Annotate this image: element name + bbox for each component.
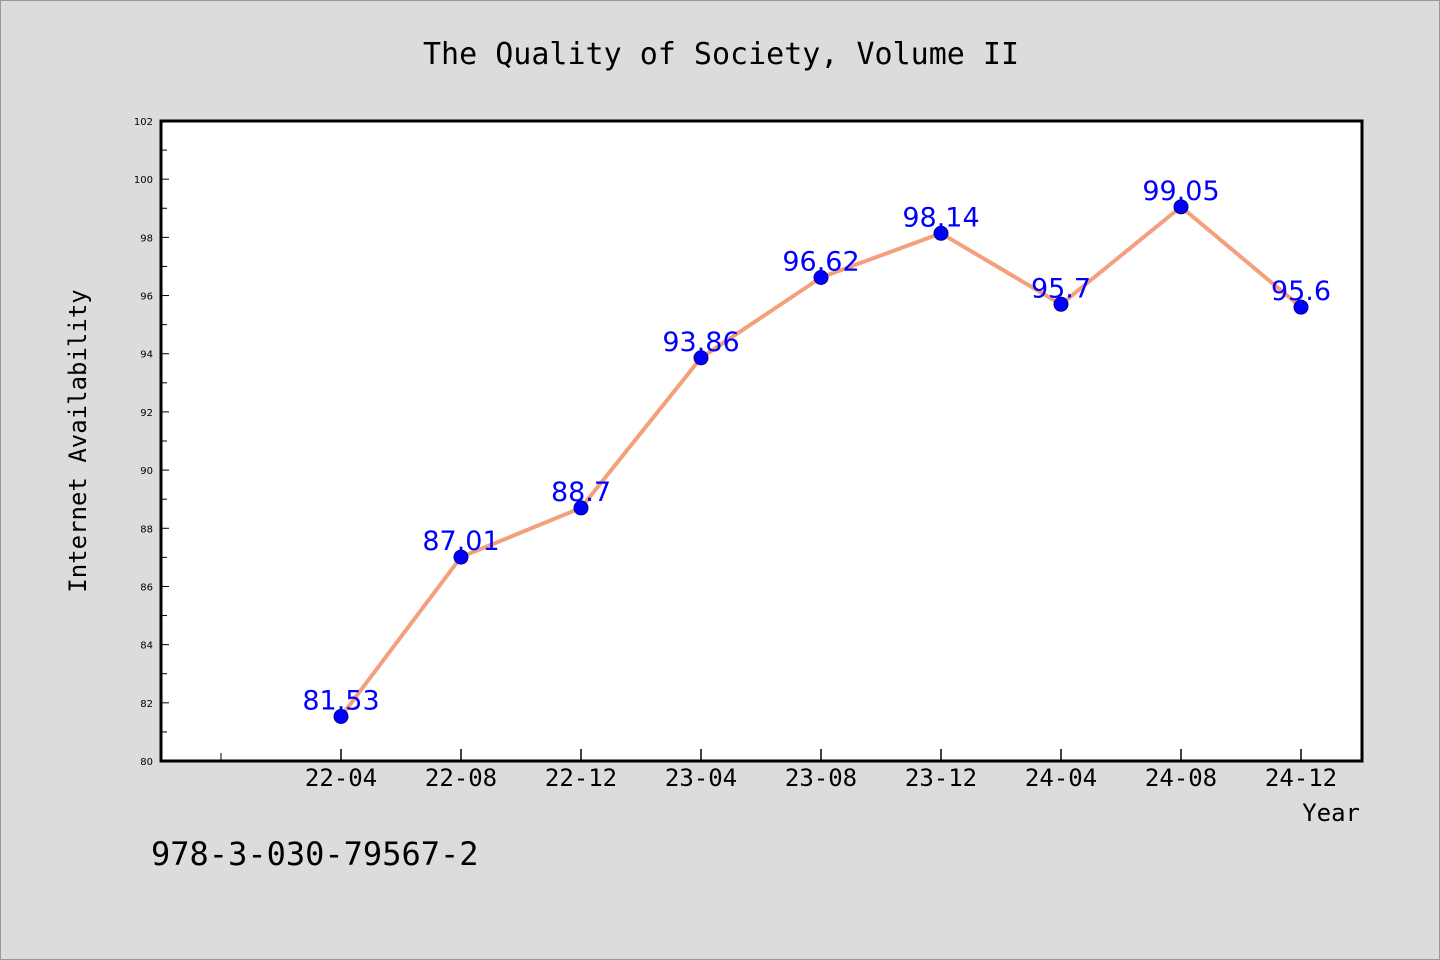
x-tick-label: 22-04 <box>305 764 377 792</box>
data-point-marker <box>453 549 469 565</box>
data-label: 99.05 <box>1142 176 1219 207</box>
data-label: 96.62 <box>782 247 859 278</box>
data-point-marker <box>333 708 349 724</box>
data-point-marker <box>1053 296 1069 312</box>
y-axis: 80 82 84 86 88 90 92 94 96 98 100 102 <box>134 117 169 768</box>
x-tick-label: 24-12 <box>1265 764 1337 792</box>
y-tick-label: 96 <box>140 292 153 303</box>
y-tick-label: 90 <box>140 466 153 477</box>
y-tick-label: 86 <box>140 582 153 593</box>
y-tick-label: 100 <box>134 175 153 186</box>
data-label: 87.01 <box>422 526 499 557</box>
data-label: 95.7 <box>1031 273 1091 304</box>
y-tick-label: 94 <box>140 350 153 361</box>
y-tick-label: 84 <box>140 641 153 652</box>
data-point-marker <box>933 225 949 241</box>
x-tick-label: 23-12 <box>905 764 977 792</box>
data-point-marker <box>693 350 709 366</box>
data-point-marker <box>813 270 829 286</box>
data-point-marker <box>1293 299 1309 315</box>
y-tick-label: 92 <box>140 408 153 419</box>
data-label: 93.86 <box>662 327 739 358</box>
x-tick-label: 22-12 <box>545 764 617 792</box>
x-axis-title: Year <box>1302 799 1360 827</box>
data-label: 95.6 <box>1271 276 1331 307</box>
x-tick-label: 23-08 <box>785 764 857 792</box>
data-label: 88.7 <box>551 477 611 508</box>
y-tick-label: 88 <box>140 524 153 535</box>
plot-area <box>159 119 1364 763</box>
data-point-marker <box>1173 199 1189 215</box>
y-tick-label: 80 <box>140 757 153 768</box>
x-axis: 22-04 22-08 22-12 23-04 23-08 23-12 24-04 24-08… <box>220 749 1337 792</box>
y-tick-label: 102 <box>134 117 153 128</box>
series-line-group: 81.53 87.01 88.7 93.86 96.62 98.14 95.7 99.05 95… <box>302 176 1331 724</box>
chart-title: The Quality of Society, Volume II <box>423 37 1019 72</box>
y-tick-label: 82 <box>140 699 153 710</box>
x-tick-label: 22-08 <box>425 764 497 792</box>
data-label: 81.53 <box>302 685 379 716</box>
y-tick-label: 98 <box>140 233 153 244</box>
x-tick-label: 24-04 <box>1025 764 1097 792</box>
x-tick-label: 24-08 <box>1145 764 1217 792</box>
data-label: 98.14 <box>902 202 979 233</box>
isbn-footer: 978-3-030-79567-2 <box>151 835 479 873</box>
data-point-marker <box>573 500 589 516</box>
x-tick-label: 23-04 <box>665 764 737 792</box>
y-axis-title: Internet Availability <box>64 289 92 592</box>
